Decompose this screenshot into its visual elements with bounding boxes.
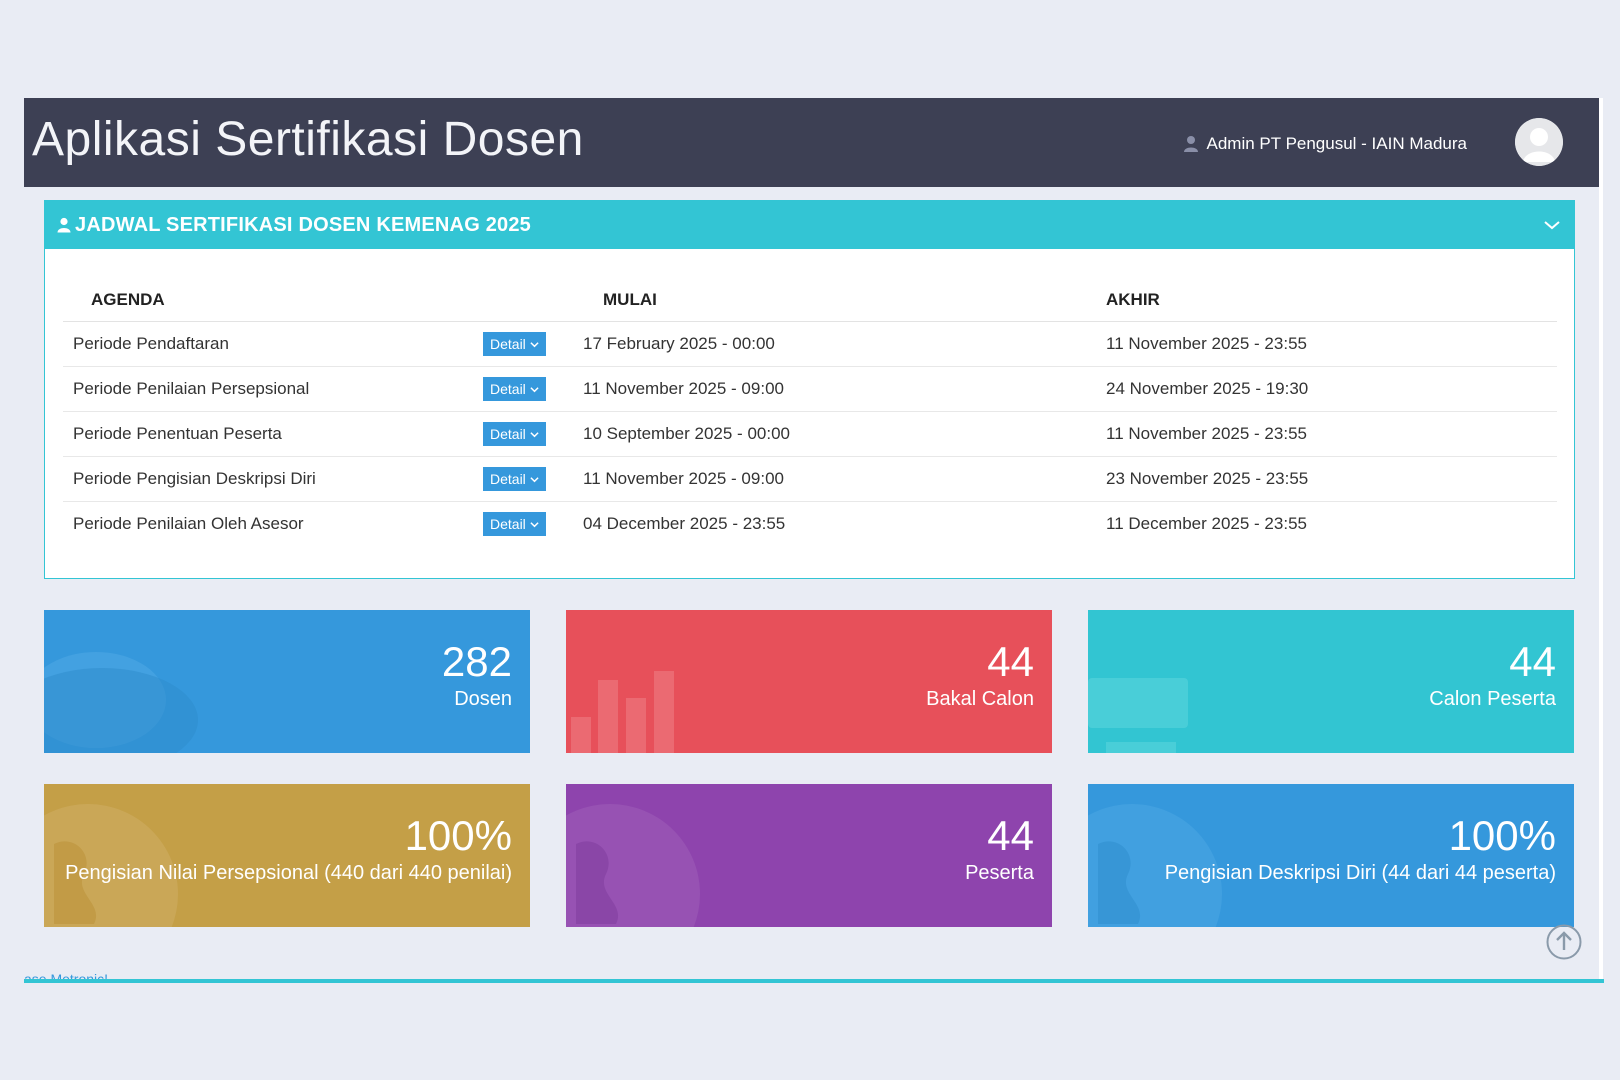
table-header-row: AGENDA MULAI AKHIR	[63, 279, 1557, 322]
table-row: Periode Penentuan Peserta Detail 10 Sept…	[63, 411, 1557, 457]
chevron-down-icon	[530, 431, 539, 437]
stat-number: 44	[987, 638, 1034, 685]
mulai-cell: 04 December 2025 - 23:55	[583, 514, 786, 533]
akhir-cell: 11 November 2025 - 23:55	[1106, 321, 1557, 367]
avatar[interactable]	[1515, 118, 1563, 166]
table-row: Periode Penilaian Persepsional Detail 11…	[63, 366, 1557, 412]
chevron-down-icon	[530, 521, 539, 527]
panel-title: JADWAL SERTIFIKASI DOSEN KEMENAG 2025	[75, 213, 532, 236]
scroll-to-top-icon[interactable]	[1546, 924, 1582, 960]
detail-button[interactable]: Detail	[483, 332, 546, 356]
mulai-cell: 17 February 2025 - 00:00	[583, 321, 1106, 367]
column-header-action	[483, 279, 583, 322]
globe-icon	[566, 804, 700, 927]
shopping-cart-icon	[1088, 678, 1188, 753]
avatar-icon	[1515, 118, 1563, 166]
globe-icon	[1088, 804, 1222, 927]
chevron-down-icon	[530, 476, 539, 482]
panel-header: JADWAL SERTIFIKASI DOSEN KEMENAG 2025	[45, 201, 1574, 249]
detail-button[interactable]: Detail	[483, 422, 546, 446]
stat-label: Peserta	[965, 862, 1034, 884]
user-icon	[1183, 136, 1198, 152]
detail-label: Detail	[490, 471, 526, 487]
schedule-table: AGENDA MULAI AKHIR Periode Pendaftaran D…	[63, 279, 1557, 546]
detail-button[interactable]: Detail	[483, 377, 546, 401]
user-icon	[57, 217, 71, 233]
chevron-down-icon	[530, 386, 539, 392]
app-header: Aplikasi Sertifikasi Dosen Admin PT Peng…	[24, 98, 1599, 187]
stat-label: Pengisian Nilai Persepsional (440 dari 4…	[65, 862, 512, 884]
mulai-cell: 10 September 2025 - 00:00	[583, 411, 1106, 457]
globe-icon	[44, 804, 178, 927]
stat-tile-nilai-persepsional[interactable]: 100% Pengisian Nilai Persepsional (440 d…	[44, 784, 530, 927]
stat-number: 44	[987, 812, 1034, 859]
akhir-cell: 11 December 2025 - 23:55	[1106, 514, 1307, 533]
agenda-cell: Periode Penilaian Oleh Asesor	[73, 514, 304, 533]
detail-label: Detail	[490, 426, 526, 442]
stat-label: Calon Peserta	[1429, 688, 1556, 710]
stat-tile-calon-peserta[interactable]: 44 Calon Peserta	[1088, 610, 1574, 753]
agenda-cell: Periode Pendaftaran	[63, 321, 483, 367]
chevron-down-icon	[530, 341, 539, 347]
table-row: Periode Pengisian Deskripsi Diri Detail …	[63, 456, 1557, 502]
agenda-cell: Periode Penentuan Peserta	[63, 411, 483, 457]
schedule-panel: JADWAL SERTIFIKASI DOSEN KEMENAG 2025 AG…	[44, 200, 1575, 579]
mulai-cell: 11 November 2025 - 09:00	[583, 366, 1106, 412]
stat-label: Dosen	[454, 688, 512, 710]
agenda-cell: Periode Penilaian Persepsional	[63, 366, 483, 412]
stat-number: 282	[441, 638, 512, 685]
table-row: Periode Penilaian Oleh Asesor Detail 04 …	[63, 502, 1557, 547]
mulai-cell: 11 November 2025 - 09:00	[583, 456, 1106, 502]
stat-number: 44	[1509, 638, 1556, 685]
stat-tile-deskripsi-diri[interactable]: 100% Pengisian Deskripsi Diri (44 dari 4…	[1088, 784, 1574, 927]
stat-number: 100%	[404, 812, 512, 859]
footer-line	[24, 979, 1604, 983]
akhir-cell: 11 November 2025 - 23:55	[1106, 411, 1557, 457]
column-header-akhir: AKHIR	[1106, 279, 1557, 322]
detail-label: Detail	[490, 336, 526, 352]
stat-label: Bakal Calon	[926, 688, 1034, 710]
stat-label: Pengisian Deskripsi Diri (44 dari 44 pes…	[1164, 862, 1556, 884]
agenda-cell: Periode Pengisian Deskripsi Diri	[63, 456, 483, 502]
user-name: Admin PT Pengusul - IAIN Madura	[1206, 134, 1467, 153]
app-title: Aplikasi Sertifikasi Dosen	[32, 113, 584, 166]
akhir-cell: 24 November 2025 - 19:30	[1106, 366, 1557, 412]
stat-tile-dosen[interactable]: 282 Dosen	[44, 610, 530, 753]
stat-tile-peserta[interactable]: 44 Peserta	[566, 784, 1052, 927]
detail-label: Detail	[490, 381, 526, 397]
stat-number: 100%	[1448, 812, 1556, 859]
stat-tile-bakal-calon[interactable]: 44 Bakal Calon	[566, 610, 1052, 753]
footer-text[interactable]: ase Metronic!	[24, 971, 109, 979]
bar-chart-icon	[571, 671, 674, 753]
comments-icon	[44, 652, 198, 753]
detail-label: Detail	[490, 516, 526, 532]
table-row: Periode Pendaftaran Detail 17 February 2…	[63, 321, 1557, 367]
column-header-agenda: AGENDA	[63, 279, 483, 322]
detail-button[interactable]: Detail	[483, 512, 546, 536]
akhir-cell: 23 November 2025 - 23:55	[1106, 456, 1557, 502]
chevron-down-icon[interactable]	[1542, 215, 1562, 235]
detail-button[interactable]: Detail	[483, 467, 546, 491]
user-menu[interactable]: Admin PT Pengusul - IAIN Madura	[1183, 134, 1467, 154]
page-border	[1599, 98, 1603, 980]
column-header-mulai: MULAI	[583, 279, 1106, 322]
